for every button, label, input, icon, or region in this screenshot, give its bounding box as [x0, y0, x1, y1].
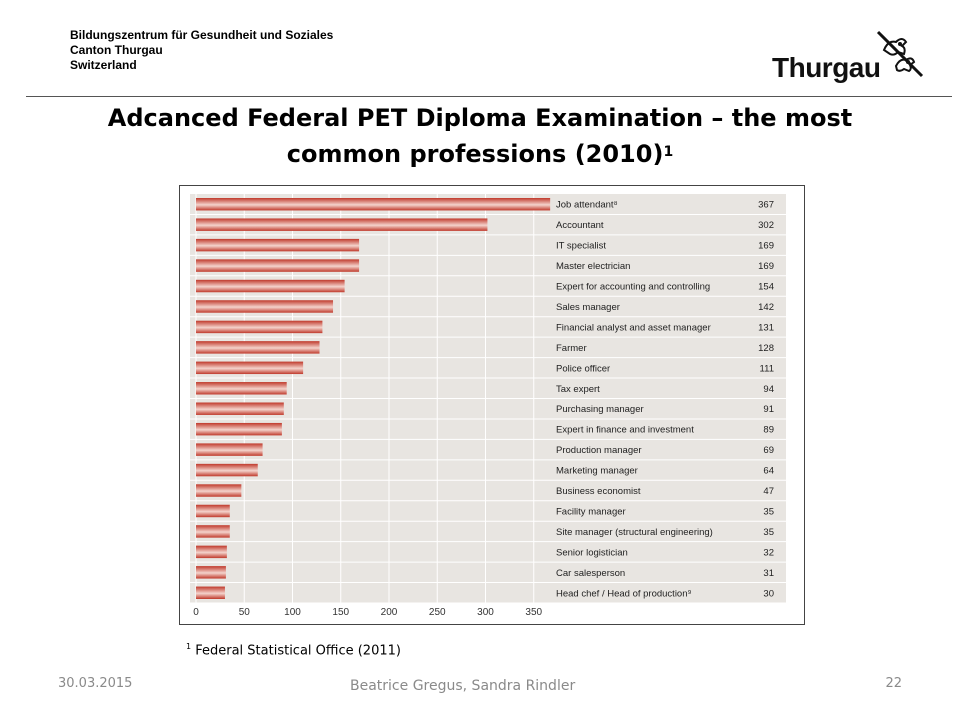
- category-label: Production manager: [556, 445, 642, 456]
- bar: [196, 525, 230, 538]
- category-label: Purchasing manager: [556, 404, 644, 415]
- category-label: Police officer: [556, 363, 610, 374]
- bar: [196, 238, 360, 252]
- bar: [196, 422, 282, 436]
- category-label: Master electrician: [556, 261, 630, 272]
- value-label: 154: [758, 282, 774, 293]
- category-label: IT specialist: [556, 241, 606, 252]
- category-label: Car salesperson: [556, 568, 625, 579]
- value-label: 47: [763, 486, 774, 497]
- bar: [196, 402, 284, 415]
- value-label: 35: [763, 506, 774, 517]
- footer-date: 30.03.2015: [58, 676, 133, 691]
- x-tick-label: 200: [381, 607, 398, 618]
- logo-text: Thurgau: [772, 52, 881, 83]
- value-label: 91: [763, 404, 774, 415]
- bar: [196, 545, 227, 559]
- x-tick-label: 350: [525, 607, 542, 618]
- bar: [196, 259, 360, 272]
- bar: [196, 218, 488, 231]
- bar: [196, 566, 226, 579]
- title-line-1: Adcanced Federal PET Diploma Examination…: [107, 104, 853, 132]
- source-footnote: 1 Federal Statistical Office (2011): [186, 642, 401, 658]
- category-label: Financial analyst and asset manager: [556, 322, 711, 333]
- bar: [196, 300, 334, 313]
- bar: [196, 484, 242, 497]
- value-label: 30: [763, 588, 774, 599]
- x-tick-label: 250: [429, 607, 446, 618]
- org-line-2: Canton Thurgau: [70, 43, 163, 57]
- value-label: 169: [758, 261, 774, 272]
- value-label: 64: [763, 466, 774, 477]
- org-line-1: Bildungszentrum für Gesundheit und Sozia…: [70, 28, 334, 42]
- category-label: Sales manager: [556, 302, 620, 313]
- bar: [196, 382, 287, 395]
- footer-authors: Beatrice Gregus, Sandra Rindler: [350, 678, 576, 694]
- x-tick-label: 0: [193, 607, 199, 618]
- footnote-mark: 1: [186, 642, 192, 651]
- value-label: 169: [758, 241, 774, 252]
- category-label: Farmer: [556, 343, 587, 354]
- category-label: Facility manager: [556, 506, 626, 517]
- category-label: Tax expert: [556, 384, 600, 395]
- category-label: Business economist: [556, 486, 641, 497]
- x-tick-label: 100: [284, 607, 301, 618]
- title-line-2-text: common professions (2010): [286, 140, 664, 168]
- category-label: Senior logistician: [556, 547, 628, 558]
- category-label: Marketing manager: [556, 466, 638, 477]
- bar: [196, 463, 258, 477]
- value-label: 367: [758, 200, 774, 211]
- category-label: Head chef / Head of production⁹: [556, 588, 692, 599]
- category-label: Job attendant⁸: [556, 200, 618, 211]
- header-divider: [26, 96, 952, 97]
- value-label: 142: [758, 302, 774, 313]
- value-label: 69: [763, 445, 774, 456]
- x-tick-label: 300: [477, 607, 494, 618]
- organization-block: Bildungszentrum für Gesundheit und Sozia…: [70, 28, 333, 73]
- footnote-text: Federal Statistical Office (2011): [191, 643, 401, 659]
- org-line-3: Switzerland: [70, 58, 137, 72]
- value-label: 131: [758, 322, 774, 333]
- x-tick-label: 150: [332, 607, 349, 618]
- x-tick-label: 50: [239, 607, 251, 618]
- lion-crest-icon: [876, 30, 924, 78]
- value-label: 111: [760, 363, 774, 374]
- chart-frame: Job attendant⁸ 367 Accountant 302 IT special…: [179, 185, 805, 625]
- value-label: 31: [763, 568, 774, 579]
- title-line-2: common professions (2010)1: [40, 136, 920, 172]
- value-label: 89: [763, 425, 774, 436]
- value-label: 35: [763, 527, 774, 538]
- bar: [196, 341, 320, 354]
- thurgau-logo: Thurgau: [768, 26, 928, 86]
- value-label: 302: [758, 220, 774, 231]
- category-label: Site manager (structural engineering): [556, 527, 713, 538]
- bar-chart: Job attendant⁸ 367 Accountant 302 IT special…: [190, 194, 786, 618]
- title-footnote-mark: 1: [663, 144, 674, 160]
- bar: [196, 443, 263, 456]
- value-label: 32: [763, 547, 774, 558]
- bar: [196, 504, 230, 518]
- bar: [196, 361, 304, 375]
- category-label: Expert in finance and investment: [556, 425, 694, 436]
- slide-title: Adcanced Federal PET Diploma Examination…: [40, 100, 920, 172]
- bar: [196, 198, 551, 211]
- bar: [196, 279, 345, 293]
- bar: [196, 586, 225, 599]
- bar: [196, 320, 323, 334]
- value-label: 128: [758, 343, 774, 354]
- page-number: 22: [885, 676, 902, 691]
- category-label: Accountant: [556, 220, 604, 231]
- value-label: 94: [763, 384, 774, 395]
- category-label: Expert for accounting and controlling: [556, 282, 710, 293]
